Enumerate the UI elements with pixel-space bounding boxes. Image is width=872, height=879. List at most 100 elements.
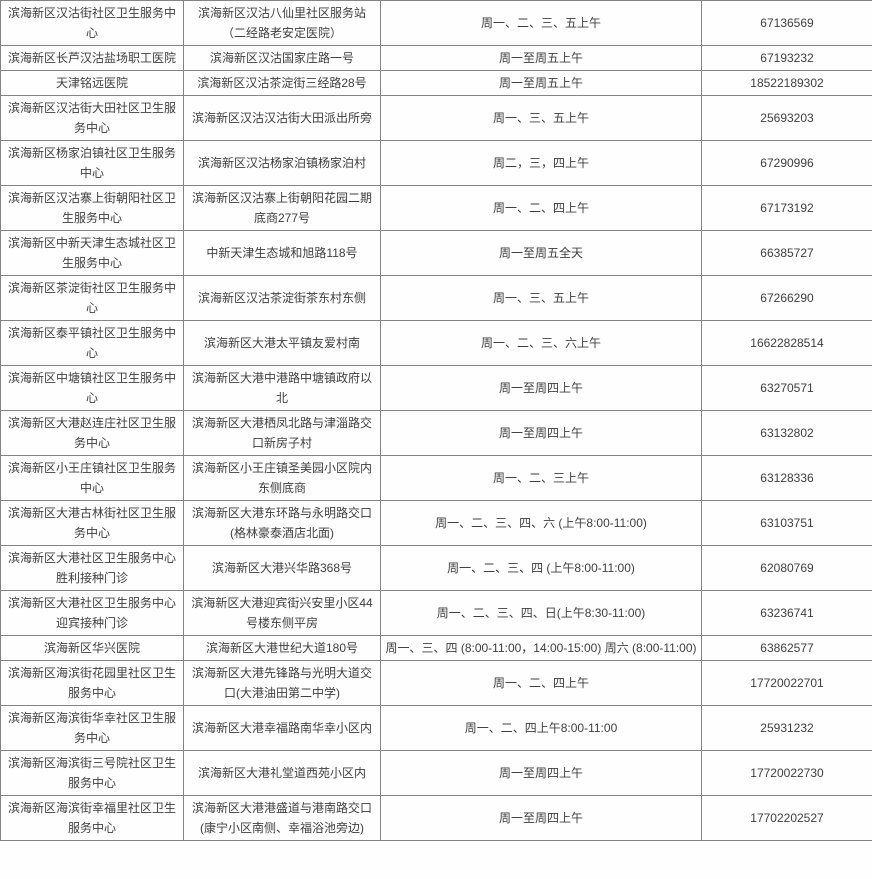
clinic-name-cell: 滨海新区汉沽街大田社区卫生服务中心 bbox=[0, 95, 184, 141]
clinic-name-cell: 滨海新区长芦汉沽盐场职工医院 bbox=[0, 45, 184, 71]
phone-cell: 67136569 bbox=[701, 0, 872, 46]
schedule-cell: 周一、二、三、四、日(上午8:30-11:00) bbox=[380, 590, 702, 636]
table-row: 滨海新区中新天津生态城社区卫生服务中心 中新天津生态城和旭路118号 周一至周五全天… bbox=[0, 230, 872, 276]
schedule-cell: 周一、三、五上午 bbox=[380, 275, 702, 321]
clinic-name-cell: 滨海新区中塘镇社区卫生服务中心 bbox=[0, 365, 184, 411]
phone-cell: 25693203 bbox=[701, 95, 872, 141]
clinic-name-cell: 滨海新区大港社区卫生服务中心胜利接种门诊 bbox=[0, 545, 184, 591]
schedule-cell: 周一至周四上午 bbox=[380, 750, 702, 796]
schedule-cell: 周一至周五上午 bbox=[380, 45, 702, 71]
address-cell: 滨海新区大港太平镇友爱村南 bbox=[183, 320, 381, 366]
phone-cell: 62080769 bbox=[701, 545, 872, 591]
phone-cell: 67290996 bbox=[701, 140, 872, 186]
address-cell: 滨海新区大港东环路与永明路交口(格林豪泰酒店北面) bbox=[183, 500, 381, 546]
address-cell: 滨海新区大港世纪大道180号 bbox=[183, 635, 381, 661]
schedule-cell: 周一至周五全天 bbox=[380, 230, 702, 276]
table-row: 滨海新区杨家泊镇社区卫生服务中心 滨海新区汉沽杨家泊镇杨家泊村 周二，三，四上午 67… bbox=[0, 140, 872, 186]
table-row: 滨海新区汉沽街大田社区卫生服务中心 滨海新区汉沽汉沽街大田派出所旁 周一、三、五上午… bbox=[0, 95, 872, 141]
table-row: 滨海新区海滨街三号院社区卫生服务中心 滨海新区大港礼堂道西苑小区内 周一至周四上午 1… bbox=[0, 750, 872, 796]
table-row: 滨海新区海滨街幸福里社区卫生服务中心 滨海新区大港港盛道与港南路交口(康宁小区南侧… bbox=[0, 795, 872, 841]
phone-cell: 63132802 bbox=[701, 410, 872, 456]
schedule-cell: 周一、二、四上午 bbox=[380, 660, 702, 706]
address-cell: 滨海新区汉沽寨上街朝阳花园二期底商277号 bbox=[183, 185, 381, 231]
clinic-name-cell: 滨海新区汉沽寨上街朝阳社区卫生服务中心 bbox=[0, 185, 184, 231]
schedule-cell: 周一、三、五上午 bbox=[380, 95, 702, 141]
address-cell: 滨海新区大港幸福路南华幸小区内 bbox=[183, 705, 381, 751]
phone-cell: 63236741 bbox=[701, 590, 872, 636]
phone-cell: 16622828514 bbox=[701, 320, 872, 366]
phone-cell: 17720022730 bbox=[701, 750, 872, 796]
clinic-name-cell: 滨海新区泰平镇社区卫生服务中心 bbox=[0, 320, 184, 366]
table-row: 滨海新区海滨街花园里社区卫生服务中心 滨海新区大港先锋路与光明大道交口(大港油田第… bbox=[0, 660, 872, 706]
address-cell: 滨海新区汉沽国家庄路一号 bbox=[183, 45, 381, 71]
clinic-name-cell: 滨海新区中新天津生态城社区卫生服务中心 bbox=[0, 230, 184, 276]
phone-cell: 18522189302 bbox=[701, 70, 872, 96]
table-row: 滨海新区汉沽街社区卫生服务中心 滨海新区汉沽八仙里社区服务站（二经路老安定医院）周… bbox=[0, 0, 872, 46]
table-row: 滨海新区大港古林街社区卫生服务中心 滨海新区大港东环路与永明路交口(格林豪泰酒店北… bbox=[0, 500, 872, 546]
address-cell: 滨海新区小王庄镇圣美园小区院内东侧底商 bbox=[183, 455, 381, 501]
phone-cell: 67193232 bbox=[701, 45, 872, 71]
schedule-cell: 周一至周五上午 bbox=[380, 70, 702, 96]
vaccination-clinic-table: 滨海新区汉沽街社区卫生服务中心 滨海新区汉沽八仙里社区服务站（二经路老安定医院）周… bbox=[0, 0, 872, 841]
clinic-name-cell: 滨海新区海滨街幸福里社区卫生服务中心 bbox=[0, 795, 184, 841]
phone-cell: 17720022701 bbox=[701, 660, 872, 706]
schedule-cell: 周一、三、四 (8:00-11:00，14:00-15:00) 周六 (8:00… bbox=[380, 635, 702, 661]
table-row: 滨海新区小王庄镇社区卫生服务中心 滨海新区小王庄镇圣美园小区院内东侧底商 周一、二、… bbox=[0, 455, 872, 501]
clinic-name-cell: 滨海新区大港古林街社区卫生服务中心 bbox=[0, 500, 184, 546]
schedule-cell: 周一、二、三、四 (上午8:00-11:00) bbox=[380, 545, 702, 591]
address-cell: 滨海新区大港兴华路368号 bbox=[183, 545, 381, 591]
schedule-cell: 周一、二、三上午 bbox=[380, 455, 702, 501]
clinic-name-cell: 滨海新区大港社区卫生服务中心迎宾接种门诊 bbox=[0, 590, 184, 636]
clinic-name-cell: 滨海新区海滨街三号院社区卫生服务中心 bbox=[0, 750, 184, 796]
table-row: 天津铭远医院 滨海新区汉沽茶淀街三经路28号 周一至周五上午 18522189302 bbox=[0, 70, 872, 96]
table-row: 滨海新区大港赵连庄社区卫生服务中心 滨海新区大港栖凤北路与津淄路交口新房子村 周一至… bbox=[0, 410, 872, 456]
schedule-cell: 周一至周四上午 bbox=[380, 795, 702, 841]
address-cell: 滨海新区汉沽茶淀街三经路28号 bbox=[183, 70, 381, 96]
address-cell: 滨海新区汉沽八仙里社区服务站（二经路老安定医院） bbox=[183, 0, 381, 46]
address-cell: 滨海新区汉沽汉沽街大田派出所旁 bbox=[183, 95, 381, 141]
clinic-name-cell: 滨海新区汉沽街社区卫生服务中心 bbox=[0, 0, 184, 46]
address-cell: 滨海新区大港迎宾街兴安里小区44号楼东侧平房 bbox=[183, 590, 381, 636]
phone-cell: 66385727 bbox=[701, 230, 872, 276]
address-cell: 滨海新区大港中港路中塘镇政府以北 bbox=[183, 365, 381, 411]
phone-cell: 67266290 bbox=[701, 275, 872, 321]
clinic-name-cell: 滨海新区海滨街华幸社区卫生服务中心 bbox=[0, 705, 184, 751]
phone-cell: 63128336 bbox=[701, 455, 872, 501]
address-cell: 滨海新区汉沽杨家泊镇杨家泊村 bbox=[183, 140, 381, 186]
table-row: 滨海新区泰平镇社区卫生服务中心 滨海新区大港太平镇友爱村南 周一、二、三、六上午 16… bbox=[0, 320, 872, 366]
clinic-name-cell: 滨海新区海滨街花园里社区卫生服务中心 bbox=[0, 660, 184, 706]
table-row: 滨海新区大港社区卫生服务中心迎宾接种门诊 滨海新区大港迎宾街兴安里小区44号楼东侧… bbox=[0, 590, 872, 636]
clinic-name-cell: 滨海新区大港赵连庄社区卫生服务中心 bbox=[0, 410, 184, 456]
phone-cell: 67173192 bbox=[701, 185, 872, 231]
schedule-cell: 周一、二、三、五上午 bbox=[380, 0, 702, 46]
phone-cell: 63270571 bbox=[701, 365, 872, 411]
table-row: 滨海新区海滨街华幸社区卫生服务中心 滨海新区大港幸福路南华幸小区内 周一、二、四上午… bbox=[0, 705, 872, 751]
table-row: 滨海新区茶淀街社区卫生服务中心 滨海新区汉沽茶淀街茶东村东侧 周一、三、五上午 672… bbox=[0, 275, 872, 321]
phone-cell: 17702202527 bbox=[701, 795, 872, 841]
clinic-name-cell: 滨海新区杨家泊镇社区卫生服务中心 bbox=[0, 140, 184, 186]
phone-cell: 25931232 bbox=[701, 705, 872, 751]
address-cell: 中新天津生态城和旭路118号 bbox=[183, 230, 381, 276]
clinic-name-cell: 滨海新区小王庄镇社区卫生服务中心 bbox=[0, 455, 184, 501]
clinic-name-cell: 滨海新区茶淀街社区卫生服务中心 bbox=[0, 275, 184, 321]
schedule-cell: 周一、二、三、四、六 (上午8:00-11:00) bbox=[380, 500, 702, 546]
address-cell: 滨海新区大港港盛道与港南路交口(康宁小区南侧、幸福浴池旁边) bbox=[183, 795, 381, 841]
address-cell: 滨海新区大港栖凤北路与津淄路交口新房子村 bbox=[183, 410, 381, 456]
phone-cell: 63862577 bbox=[701, 635, 872, 661]
table-row: 滨海新区汉沽寨上街朝阳社区卫生服务中心 滨海新区汉沽寨上街朝阳花园二期底商277号… bbox=[0, 185, 872, 231]
address-cell: 滨海新区大港先锋路与光明大道交口(大港油田第二中学) bbox=[183, 660, 381, 706]
schedule-cell: 周一、二、三、六上午 bbox=[380, 320, 702, 366]
address-cell: 滨海新区汉沽茶淀街茶东村东侧 bbox=[183, 275, 381, 321]
address-cell: 滨海新区大港礼堂道西苑小区内 bbox=[183, 750, 381, 796]
clinic-name-cell: 滨海新区华兴医院 bbox=[0, 635, 184, 661]
schedule-cell: 周二，三，四上午 bbox=[380, 140, 702, 186]
clinic-name-cell: 天津铭远医院 bbox=[0, 70, 184, 96]
schedule-cell: 周一至周四上午 bbox=[380, 365, 702, 411]
table-row: 滨海新区大港社区卫生服务中心胜利接种门诊 滨海新区大港兴华路368号 周一、二、三、… bbox=[0, 545, 872, 591]
schedule-cell: 周一、二、四上午 bbox=[380, 185, 702, 231]
schedule-cell: 周一、二、四上午8:00-11:00 bbox=[380, 705, 702, 751]
table-row: 滨海新区长芦汉沽盐场职工医院 滨海新区汉沽国家庄路一号 周一至周五上午 6719323… bbox=[0, 45, 872, 71]
table-row: 滨海新区华兴医院 滨海新区大港世纪大道180号 周一、三、四 (8:00-11:00… bbox=[0, 635, 872, 661]
schedule-cell: 周一至周四上午 bbox=[380, 410, 702, 456]
table-body: 滨海新区汉沽街社区卫生服务中心 滨海新区汉沽八仙里社区服务站（二经路老安定医院）周… bbox=[0, 0, 872, 841]
